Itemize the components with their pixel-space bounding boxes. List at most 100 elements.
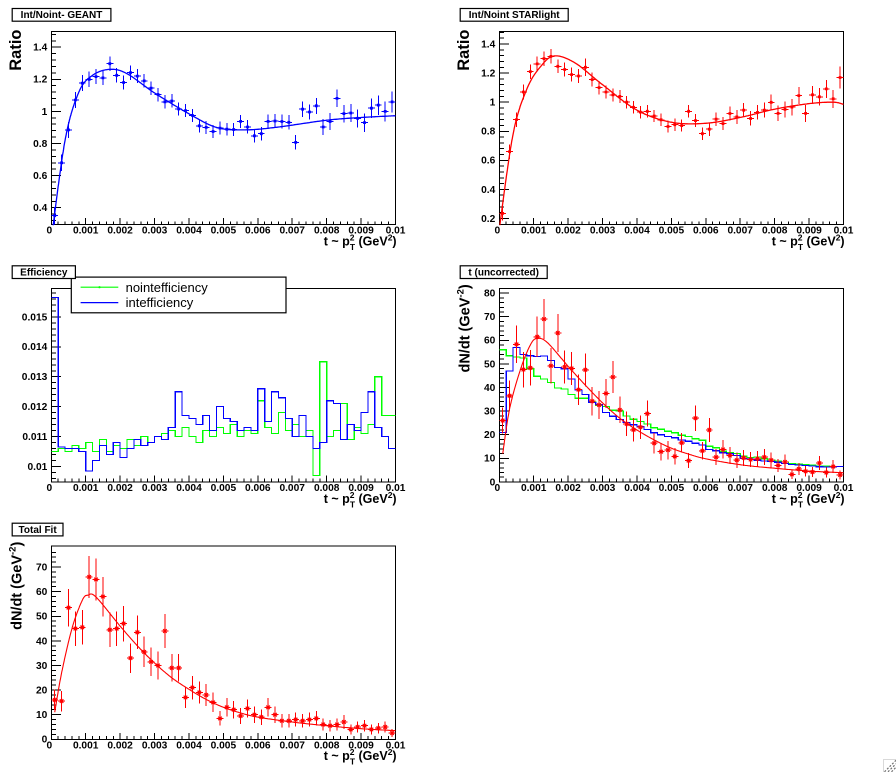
svg-text:0.015: 0.015 — [22, 312, 48, 323]
svg-text:0.004: 0.004 — [176, 483, 202, 494]
svg-text:10: 10 — [484, 454, 496, 465]
svg-text:0.005: 0.005 — [211, 740, 237, 751]
svg-text:0.6: 0.6 — [33, 171, 47, 182]
svg-text:0.004: 0.004 — [176, 226, 202, 237]
svg-text:0.6: 0.6 — [481, 156, 495, 167]
svg-text:t ~ p2T (GeV2): t ~ p2 T (GeV2) — [324, 233, 397, 253]
svg-text:0.009: 0.009 — [348, 740, 374, 751]
svg-text:30: 30 — [484, 407, 496, 418]
svg-text:0.003: 0.003 — [590, 483, 616, 494]
svg-text:0: 0 — [46, 483, 52, 494]
svg-text:0.008: 0.008 — [314, 740, 340, 751]
svg-text:0.002: 0.002 — [107, 483, 133, 494]
svg-text:Ratio: Ratio — [7, 30, 25, 71]
svg-text:0.008: 0.008 — [314, 226, 340, 237]
svg-text:0.4: 0.4 — [33, 203, 47, 214]
svg-text:0.008: 0.008 — [314, 483, 340, 494]
svg-text:0: 0 — [494, 226, 500, 237]
svg-text:0.002: 0.002 — [555, 483, 581, 494]
svg-text:1: 1 — [490, 98, 496, 109]
svg-text:0.2: 0.2 — [481, 214, 495, 225]
svg-text:0.01: 0.01 — [834, 483, 854, 494]
svg-text:0.005: 0.005 — [211, 483, 237, 494]
svg-text:0.003: 0.003 — [590, 226, 616, 237]
svg-text:60: 60 — [36, 587, 48, 598]
svg-text:dN/dt (GeV-2): dN/dt (GeV-2) — [456, 284, 474, 372]
svg-text:70: 70 — [36, 563, 48, 574]
svg-text:0.009: 0.009 — [796, 226, 822, 237]
svg-text:0: 0 — [490, 477, 496, 488]
svg-text:20: 20 — [36, 686, 48, 697]
svg-text:0.001: 0.001 — [73, 226, 99, 237]
svg-text:80: 80 — [484, 289, 496, 300]
svg-text:50: 50 — [36, 612, 48, 623]
svg-text:0.011: 0.011 — [22, 432, 47, 443]
svg-text:60: 60 — [484, 336, 496, 347]
svg-text:0.002: 0.002 — [555, 226, 581, 237]
svg-text:1.4: 1.4 — [481, 39, 495, 50]
svg-text:50: 50 — [484, 359, 496, 370]
svg-text:0.007: 0.007 — [279, 740, 305, 751]
svg-text:0.007: 0.007 — [727, 226, 753, 237]
svg-text:0.01: 0.01 — [386, 226, 406, 237]
svg-text:0.4: 0.4 — [481, 185, 495, 196]
svg-text:0.002: 0.002 — [107, 226, 133, 237]
svg-text:0.001: 0.001 — [73, 740, 99, 751]
svg-text:0: 0 — [46, 740, 52, 751]
svg-text:0.003: 0.003 — [142, 226, 168, 237]
svg-text:Int/Noint- GEANT: Int/Noint- GEANT — [21, 10, 103, 21]
svg-text:0: 0 — [42, 735, 48, 746]
svg-text:0: 0 — [46, 226, 52, 237]
svg-text:0.009: 0.009 — [348, 483, 374, 494]
svg-text:Int/Noint STARlight: Int/Noint STARlight — [469, 10, 561, 21]
svg-text:dN/dt (GeV-2): dN/dt (GeV-2) — [8, 542, 26, 630]
svg-text:1.2: 1.2 — [481, 69, 495, 80]
svg-text:0.007: 0.007 — [279, 483, 305, 494]
svg-text:0.01: 0.01 — [27, 462, 47, 473]
svg-text:0.001: 0.001 — [521, 483, 547, 494]
svg-text:0.004: 0.004 — [624, 483, 650, 494]
svg-text:10: 10 — [36, 710, 48, 721]
svg-text:intefficiency: intefficiency — [126, 295, 194, 310]
svg-text:1.4: 1.4 — [33, 43, 47, 54]
svg-text:0.001: 0.001 — [521, 226, 547, 237]
svg-text:t ~ p2T (GeV2): t ~ p2 T (GeV2) — [324, 490, 397, 510]
svg-text:0.014: 0.014 — [22, 342, 48, 353]
svg-text:0.009: 0.009 — [348, 226, 374, 237]
svg-text:0.007: 0.007 — [727, 483, 753, 494]
svg-text:1: 1 — [42, 107, 48, 118]
svg-text:0.01: 0.01 — [834, 226, 854, 237]
svg-text:0.006: 0.006 — [693, 226, 719, 237]
svg-text:0: 0 — [494, 483, 500, 494]
svg-text:0.007: 0.007 — [279, 226, 305, 237]
svg-text:0.01: 0.01 — [386, 483, 406, 494]
svg-text:30: 30 — [36, 661, 48, 672]
svg-text:70: 70 — [484, 312, 496, 323]
svg-text:0.8: 0.8 — [33, 139, 47, 150]
svg-text:0.008: 0.008 — [762, 226, 788, 237]
svg-text:0.012: 0.012 — [22, 402, 48, 413]
svg-text:0.005: 0.005 — [659, 483, 685, 494]
svg-text:40: 40 — [484, 383, 496, 394]
svg-text:0.006: 0.006 — [245, 740, 271, 751]
svg-text:t ~ p2T (GeV2): t ~ p2 T (GeV2) — [772, 490, 845, 510]
svg-text:40: 40 — [36, 636, 48, 647]
svg-text:0.009: 0.009 — [796, 483, 822, 494]
svg-text:0.006: 0.006 — [245, 226, 271, 237]
svg-text:1.2: 1.2 — [33, 75, 47, 86]
svg-text:0.002: 0.002 — [107, 740, 133, 751]
svg-text:t (uncorrected): t (uncorrected) — [468, 268, 539, 279]
svg-text:Total Fit: Total Fit — [19, 525, 58, 536]
svg-text:20: 20 — [484, 430, 496, 441]
svg-text:0.005: 0.005 — [211, 226, 237, 237]
svg-text:0.008: 0.008 — [762, 483, 788, 494]
svg-text:t ~ p2T (GeV2): t ~ p2 T (GeV2) — [324, 747, 397, 767]
svg-text:0.005: 0.005 — [659, 226, 685, 237]
svg-text:0.8: 0.8 — [481, 127, 495, 138]
svg-text:0.003: 0.003 — [142, 483, 168, 494]
svg-text:0.003: 0.003 — [142, 740, 168, 751]
svg-text:t ~ p2T (GeV2): t ~ p2 T (GeV2) — [772, 233, 845, 253]
svg-text:0.006: 0.006 — [693, 483, 719, 494]
svg-text:nointefficiency: nointefficiency — [126, 280, 209, 295]
svg-text:Ratio: Ratio — [455, 30, 473, 71]
